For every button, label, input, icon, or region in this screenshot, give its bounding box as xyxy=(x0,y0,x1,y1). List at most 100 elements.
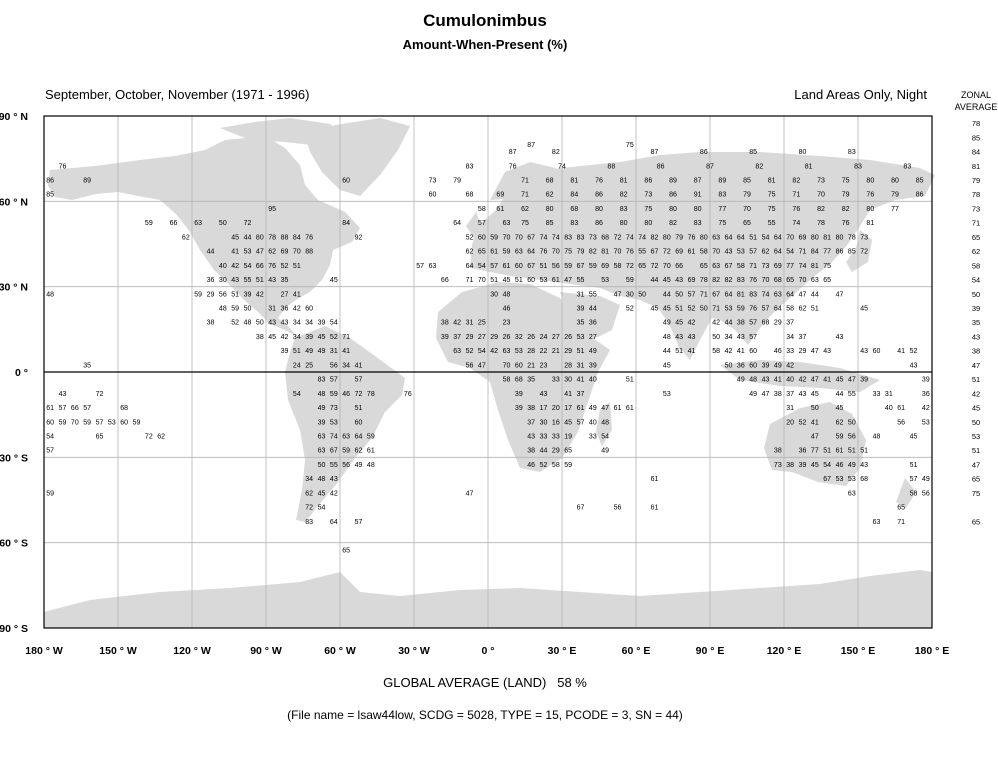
cell-value: 35 xyxy=(527,377,535,384)
cell-value: 52 xyxy=(466,234,474,241)
landmass-southeast-asia-islands xyxy=(720,360,880,392)
cell-value: 77 xyxy=(786,263,794,270)
cell-value: 45 xyxy=(268,334,276,341)
cell-value: 81 xyxy=(768,178,776,185)
cell-value: 53 xyxy=(922,419,930,426)
longitude-label: 90 ° W xyxy=(250,645,282,657)
cell-value: 73 xyxy=(762,263,770,270)
cell-value: 37 xyxy=(786,391,794,398)
zonal-average-value: 79 xyxy=(972,176,980,185)
cell-value: 67 xyxy=(527,234,535,241)
cell-value: 26 xyxy=(564,334,572,341)
cell-value: 47 xyxy=(564,277,572,284)
cell-value: 79 xyxy=(675,234,683,241)
cell-value: 38 xyxy=(441,320,449,327)
cell-value: 71 xyxy=(700,291,708,298)
cell-value: 76 xyxy=(540,249,548,256)
cell-value: 29 xyxy=(799,348,807,355)
cell-value: 80 xyxy=(620,220,628,227)
cell-value: 55 xyxy=(589,291,597,298)
cell-value: 24 xyxy=(540,334,548,341)
axis-labels: 180 ° W 150 ° W 120 ° W 90 ° W 60 ° W 30 ° W 0… xyxy=(0,111,949,657)
cell-value: 34 xyxy=(342,362,350,369)
cell-value: 42 xyxy=(688,320,696,327)
cell-value: 81 xyxy=(823,234,831,241)
cell-value: 68 xyxy=(774,277,782,284)
cell-value: 42 xyxy=(786,362,794,369)
cell-value: 79 xyxy=(842,192,850,199)
cell-value: 60 xyxy=(342,178,350,185)
cell-value: 69 xyxy=(799,234,807,241)
cell-value: 53 xyxy=(540,277,548,284)
cell-value: 67 xyxy=(527,263,535,270)
cell-value: 36 xyxy=(589,320,597,327)
cell-value: 28 xyxy=(564,362,572,369)
cell-value: 33 xyxy=(540,434,548,441)
cell-value: 60 xyxy=(355,419,363,426)
cell-value: 70 xyxy=(503,234,511,241)
longitude-label: 30 ° W xyxy=(398,645,430,657)
cell-value: 64 xyxy=(330,519,338,526)
cell-value: 60 xyxy=(527,277,535,284)
cell-value: 54 xyxy=(762,234,770,241)
cell-value: 83 xyxy=(903,163,911,170)
cell-value: 48 xyxy=(318,476,326,483)
zonal-header-line-1: ZONAL xyxy=(960,90,991,100)
cell-value: 45 xyxy=(811,391,819,398)
cell-value: 87 xyxy=(651,149,659,156)
cell-value: 36 xyxy=(207,277,215,284)
cell-value: 33 xyxy=(552,377,560,384)
cell-value: 67 xyxy=(712,291,720,298)
zonal-average-value: 35 xyxy=(972,318,980,327)
cell-value: 53 xyxy=(725,306,733,313)
cell-value: 53 xyxy=(737,249,745,256)
zonal-average-value: 43 xyxy=(972,332,980,341)
cell-value: 83 xyxy=(694,220,702,227)
cell-value: 59 xyxy=(145,220,153,227)
longitude-label: 90 ° E xyxy=(696,645,725,657)
zonal-average-value: 84 xyxy=(972,148,980,157)
cell-value: 69 xyxy=(496,192,504,199)
cell-value: 63 xyxy=(503,220,511,227)
cell-value: 64 xyxy=(774,234,782,241)
cell-value: 45 xyxy=(860,306,868,313)
cell-value: 59 xyxy=(330,391,338,398)
cell-value: 80 xyxy=(811,234,819,241)
cell-value: 57 xyxy=(688,291,696,298)
cell-value: 65 xyxy=(786,277,794,284)
cell-value: 33 xyxy=(786,348,794,355)
cell-value: 40 xyxy=(219,263,227,270)
zonal-header-line-2: AVERAGE xyxy=(954,102,998,112)
cell-value: 50 xyxy=(318,462,326,469)
cell-value: 59 xyxy=(59,419,67,426)
cell-value: 57 xyxy=(749,249,757,256)
cell-value: 55 xyxy=(244,277,252,284)
cell-value: 89 xyxy=(83,178,91,185)
cell-value: 69 xyxy=(774,263,782,270)
cell-value: 72 xyxy=(244,220,252,227)
cell-value: 36 xyxy=(281,306,289,313)
cell-value: 68 xyxy=(860,476,868,483)
cell-value: 57 xyxy=(762,306,770,313)
cell-value: 34 xyxy=(725,334,733,341)
cell-value: 54 xyxy=(318,505,326,512)
cell-value: 47 xyxy=(836,291,844,298)
cell-value: 48 xyxy=(503,291,511,298)
cell-value: 73 xyxy=(330,405,338,412)
cell-value: 45 xyxy=(836,377,844,384)
cell-value: 48 xyxy=(749,377,757,384)
cell-value: 51 xyxy=(675,348,683,355)
cell-value: 66 xyxy=(256,263,264,270)
cell-value: 69 xyxy=(675,249,683,256)
land-masses xyxy=(44,118,935,628)
cell-value: 65 xyxy=(638,263,646,270)
cell-value: 58 xyxy=(910,490,918,497)
cell-value: 83 xyxy=(577,234,585,241)
cell-value: 54 xyxy=(46,434,54,441)
landmass-british-isles xyxy=(466,212,482,238)
cell-value: 31 xyxy=(577,362,585,369)
cell-value: 38 xyxy=(774,391,782,398)
cell-value: 62 xyxy=(305,490,313,497)
cell-value: 82 xyxy=(620,192,628,199)
cell-value: 41 xyxy=(577,377,585,384)
